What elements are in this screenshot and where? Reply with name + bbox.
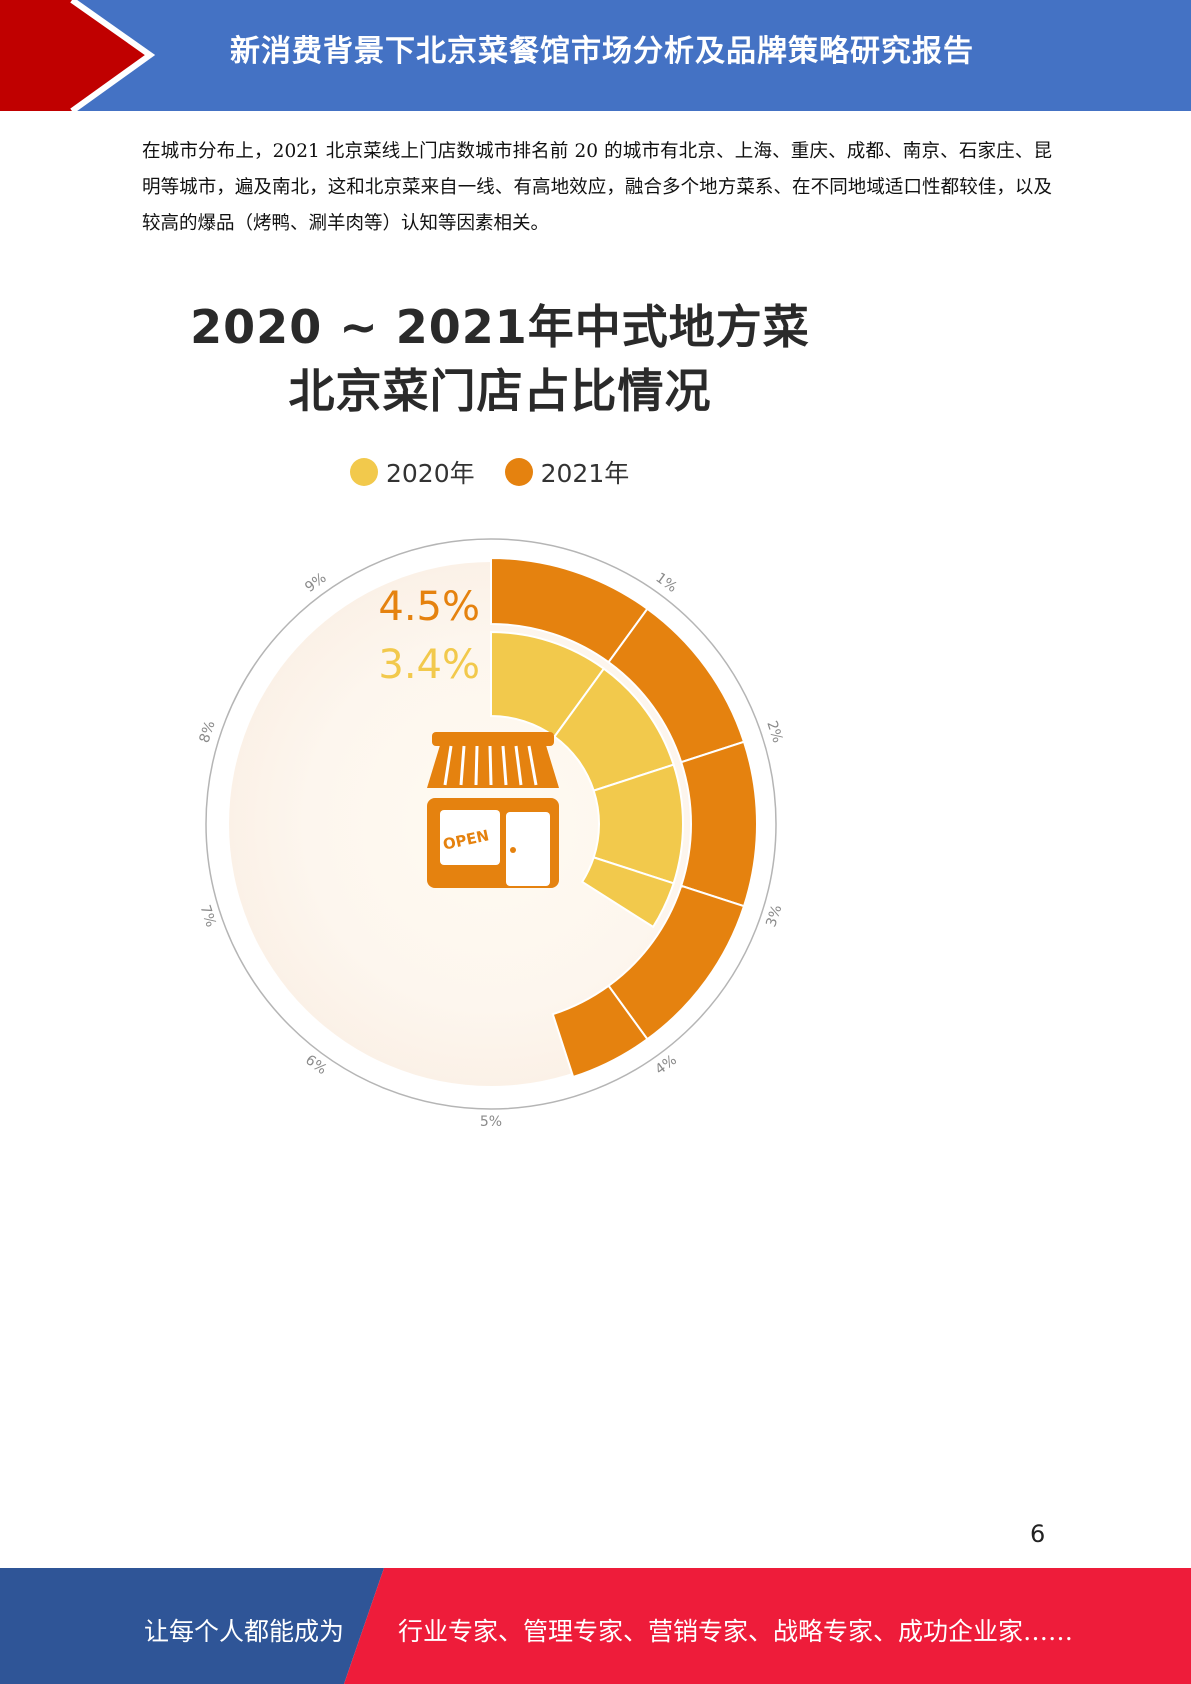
bar-segment-2020-4 xyxy=(580,856,675,929)
page-header: 新消费背景下北京菜餐馆市场分析及品牌策略研究报告 xyxy=(0,0,1191,111)
legend-item-2020: 2020年 xyxy=(350,454,475,490)
data-label-2020: 3.4% xyxy=(378,642,480,688)
scale-tick-label: 7% xyxy=(197,903,219,929)
storefront-icon: OPEN xyxy=(427,732,559,888)
scale-tick-label: 8% xyxy=(197,719,219,745)
legend-label-2021: 2021年 xyxy=(540,459,630,488)
chart-title-line-1: 2020 ~ 2021年中式地方菜 xyxy=(190,300,810,354)
footer-background xyxy=(0,1568,1191,1684)
chart-legend: 2020年 2021年 xyxy=(350,455,629,489)
footer-slogan-left: 让每个人都能成为 xyxy=(144,1617,345,1646)
scale-tick-label: 3% xyxy=(763,903,785,929)
data-label-2021: 4.5% xyxy=(378,584,480,630)
report-title: 新消费背景下北京菜餐馆市场分析及品牌策略研究报告 xyxy=(230,34,974,69)
scale-tick-label: 2% xyxy=(763,719,785,745)
radial-bar-chart: 1%2%3%4%5%6%7%8%9% 4.5% 3.4% OPEN xyxy=(197,538,785,1130)
legend-swatch-2020 xyxy=(350,458,378,486)
legend-swatch-2021 xyxy=(504,458,533,486)
header-white-chevron xyxy=(70,0,156,111)
header-red-arrow xyxy=(0,0,150,111)
chart-title-line-2: 北京菜门店占比情况 xyxy=(288,364,712,418)
footer-slogan-right: 行业专家、管理专家、营销专家、战略专家、成功企业家…… xyxy=(398,1617,1074,1646)
header-arrow-decoration xyxy=(0,0,156,111)
body-paragraph: 在城市分布上，2021 北京菜线上门店数城市排名前 20 的城市有北京、上海、重… xyxy=(142,141,1052,234)
bar-segment-2021-5 xyxy=(551,984,649,1079)
legend-label-2020: 2020年 xyxy=(386,459,475,488)
scale-tick-label: 5% xyxy=(480,1114,502,1130)
chart-title: 2020 ~ 2021年中式地方菜 北京菜门店占比情况 xyxy=(190,295,810,423)
page-number: 6 xyxy=(1030,1520,1046,1548)
chart-scale-circle xyxy=(205,538,777,1110)
bar-segment-2021-3 xyxy=(679,740,758,908)
page-footer: 让每个人都能成为 行业专家、管理专家、营销专家、战略专家、成功企业家…… xyxy=(0,1568,1191,1684)
legend-item-2021: 2021年 xyxy=(504,454,630,490)
